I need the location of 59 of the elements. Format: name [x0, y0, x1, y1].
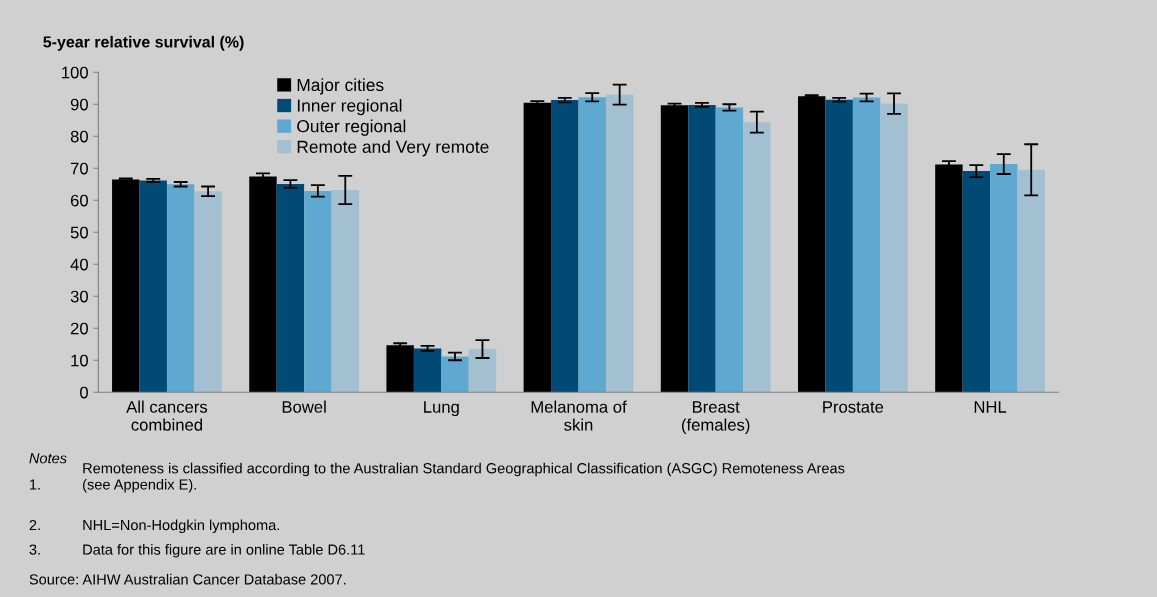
text: 2.	[29, 519, 40, 531]
bar	[468, 349, 497, 393]
bar	[852, 97, 881, 393]
y-tick-label: 40	[70, 258, 88, 271]
bar	[715, 107, 744, 393]
bar	[743, 122, 771, 393]
bar	[605, 94, 634, 393]
bar	[880, 103, 908, 393]
bar	[276, 183, 305, 393]
bar	[578, 97, 606, 393]
bar	[825, 99, 853, 393]
bar	[249, 176, 277, 393]
y-tick-label: 70	[70, 162, 88, 175]
bar	[166, 184, 195, 393]
x-tick-label: NHL	[974, 401, 1007, 413]
x-tick-label: All cancers combined	[126, 400, 208, 431]
legend-label: Remote and Very remote	[297, 140, 489, 157]
bar	[962, 171, 991, 393]
text: Notes	[29, 453, 67, 464]
bar	[990, 164, 1018, 393]
text: NHL=Non-Hodgkin lymphoma.	[83, 519, 279, 534]
bar	[523, 102, 552, 393]
y-tick-label: 80	[70, 130, 88, 143]
legend-label: Outer regional	[297, 119, 406, 136]
y-tick-label: 10	[71, 354, 88, 367]
legend-label: Inner regional	[297, 98, 402, 116]
text: 1.	[30, 479, 40, 490]
source-note: Source: AIHW Australian Cancer Database 2007.	[29, 573, 346, 585]
y-tick-label: 0	[80, 386, 88, 399]
y-tick-label: 20	[70, 322, 88, 335]
bar	[112, 179, 140, 393]
bar	[551, 100, 579, 393]
x-tick-label: Melanoma of skin	[531, 400, 627, 431]
text: Data for this figure are in online Table D6.11	[83, 544, 365, 558]
bar	[935, 164, 963, 393]
bar	[660, 105, 689, 393]
bar	[386, 345, 414, 393]
x-tick-label: Bowel	[282, 400, 326, 413]
bar	[413, 348, 442, 393]
y-tick-label: 50	[70, 226, 88, 239]
text: 3.	[29, 544, 40, 555]
y-tick-label: 90	[70, 98, 88, 111]
bar	[1017, 169, 1045, 393]
bar	[331, 189, 359, 393]
legend-label: Major cities	[297, 78, 384, 95]
x-tick-label: Breast (females)	[681, 401, 750, 435]
y-tick-label: 30	[70, 290, 88, 303]
bar	[194, 191, 222, 393]
y-axis-title: 5-year relative survival (%)	[43, 35, 244, 51]
text: Remoteness is classified according to the Australian Standard Geographical Classification (ASGC) Remoteness Areas (see Appendix E).	[83, 462, 845, 493]
bar	[441, 356, 469, 393]
bar	[798, 96, 826, 393]
y-tick-label: 60	[70, 194, 88, 207]
bar	[304, 190, 332, 393]
x-tick-label: Prostate	[823, 401, 884, 413]
x-tick-label: Lung	[424, 401, 459, 417]
bar	[688, 104, 716, 393]
bar	[139, 180, 167, 393]
y-tick-label: 100	[62, 66, 88, 79]
